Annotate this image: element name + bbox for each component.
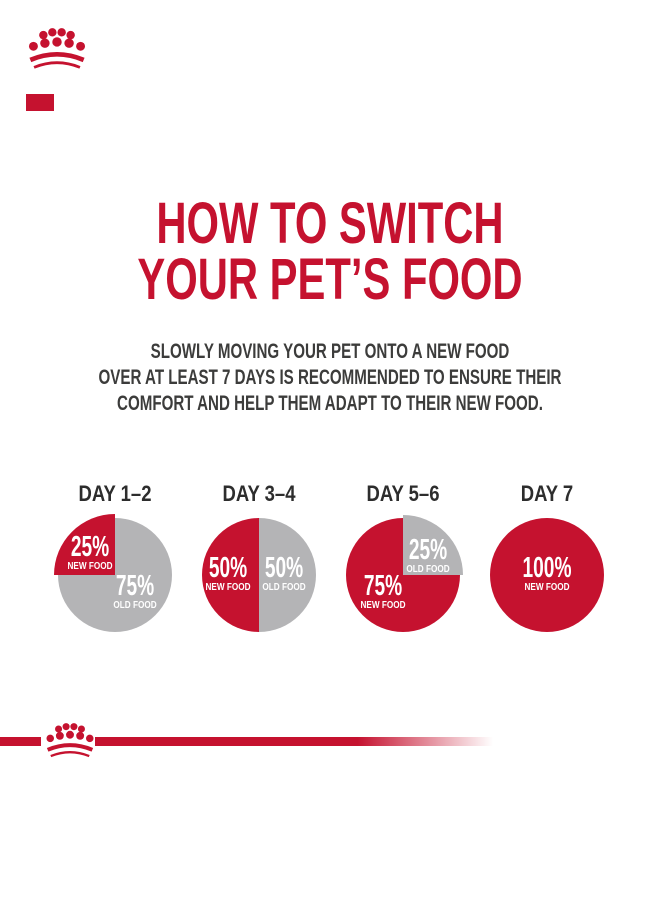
pie-chart-day-5-6: 25% OLD FOOD 75% NEW FOOD [346, 515, 463, 632]
new-food-slice-label: 25% NEW FOOD [67, 531, 113, 572]
subtitle-line-2: OVER AT LEAST 7 DAYS IS RECOMMENDED TO E… [98, 366, 562, 389]
royal-canin-crown-icon [26, 27, 88, 73]
day-7-header: DAY 7 [520, 481, 574, 506]
pie-chart-day-3-4: 50% NEW FOOD 50% OLD FOOD [202, 518, 316, 632]
new-food-slice-label: 50% NEW FOOD [205, 552, 251, 593]
old-food-slice-label: 25% OLD FOOD [406, 534, 450, 575]
royal-canin-crown-icon [44, 722, 96, 761]
day-1-2-column: DAY 1–2 25% NEW FOOD 75% OLD FOOD [43, 483, 187, 632]
day-3-4-column: DAY 3–4 50% NEW FOOD 50% OLD FOOD [187, 483, 331, 632]
footer-divider-right [95, 737, 493, 746]
new-food-slice-label: 75% NEW FOOD [360, 570, 406, 611]
day-3-4-header: DAY 3–4 [222, 481, 296, 506]
day-7-column: DAY 7 100% NEW FOOD [475, 483, 619, 632]
subtitle-line-3: COMFORT AND HELP THEM ADAPT TO THEIR NEW… [117, 392, 543, 415]
footer-divider-left [0, 737, 41, 746]
pie-chart-day-1-2: 25% NEW FOOD 75% OLD FOOD [54, 514, 172, 632]
subtitle: SLOWLY MOVING YOUR PET ONTO A NEW FOOD O… [78, 339, 582, 417]
title-line-2: YOUR PET’S FOOD [137, 247, 523, 312]
title-line-1: HOW TO SWITCH [156, 191, 504, 256]
subtitle-line-1: SLOWLY MOVING YOUR PET ONTO A NEW FOOD [150, 340, 510, 363]
new-food-slice-label: 100% NEW FOOD [522, 552, 572, 593]
day-1-2-header: DAY 1–2 [78, 481, 152, 506]
page-title: HOW TO SWITCH YOUR PET’S FOOD [92, 195, 567, 309]
pie-chart-row: DAY 1–2 25% NEW FOOD 75% OLD FOOD DAY 3–… [43, 483, 619, 632]
old-food-slice-label: 50% OLD FOOD [262, 552, 306, 593]
day-5-6-header: DAY 5–6 [366, 481, 440, 506]
pie-chart-day-7: 100% NEW FOOD [490, 518, 604, 632]
day-5-6-column: DAY 5–6 25% OLD FOOD 75% NEW FOOD [331, 483, 475, 632]
old-food-slice-label: 75% OLD FOOD [113, 570, 157, 611]
brand-flag-icon [26, 94, 54, 111]
